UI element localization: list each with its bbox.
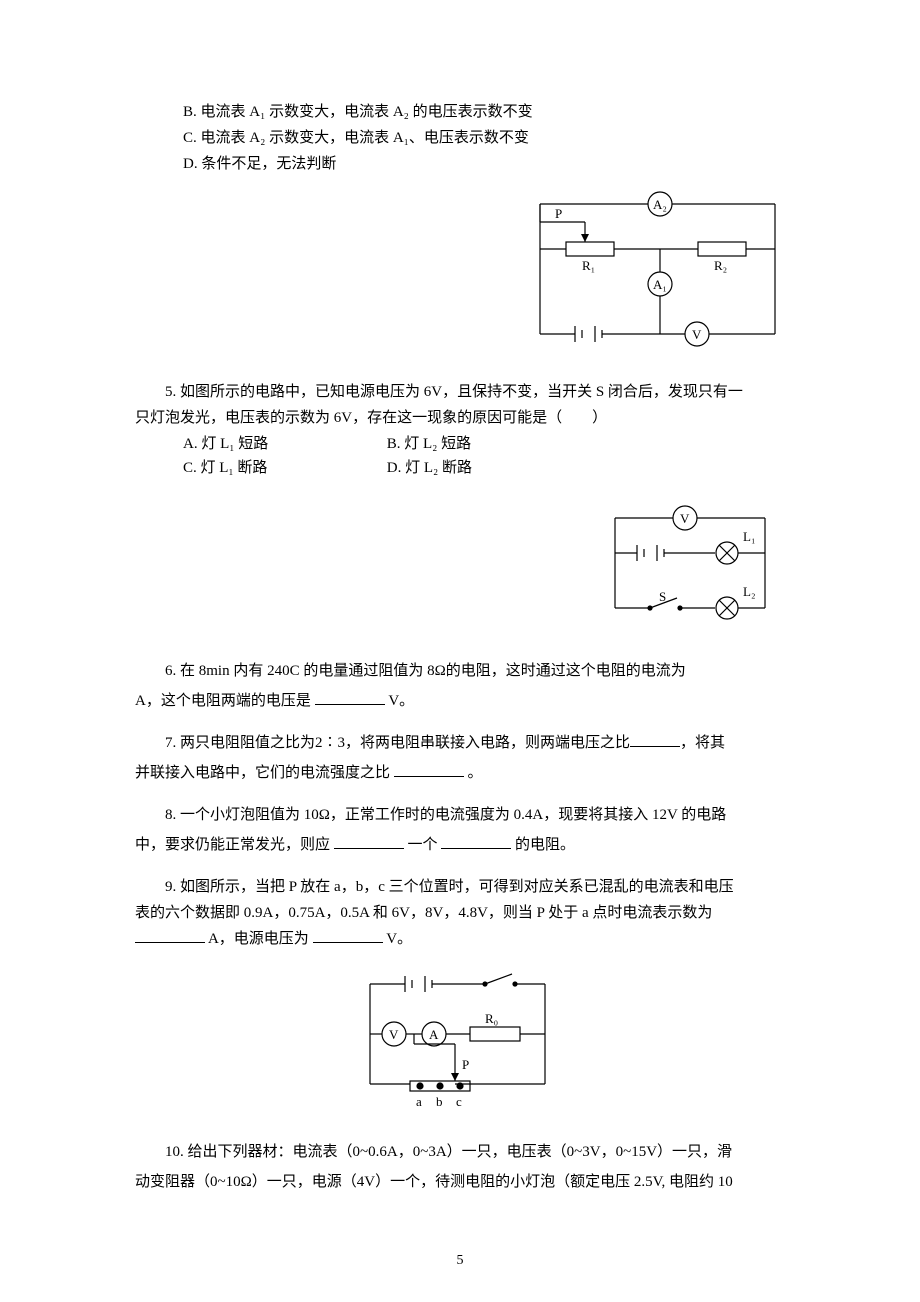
q9-label-c-pos: c: [456, 1094, 462, 1109]
q9-blank2: [313, 927, 383, 943]
q7-blank1: [630, 731, 680, 747]
page-number: 5: [0, 1250, 920, 1272]
q10-line2: 动变阻器（0~10Ω）一只，电源（4V）一个，待测电阻的小灯泡（额定电压 2.5…: [135, 1170, 785, 1194]
q9-label-v: V: [389, 1027, 399, 1042]
q7-ratio: 2∶3: [315, 735, 345, 751]
q5-option-c: C. 灯 L₁ 断路: [183, 456, 383, 480]
q6-line1: 6. 在 8min 内有 240C 的电量通过阻值为 8Ω的电阻，这时通过这个电…: [135, 659, 785, 683]
q5-label-v: V: [680, 511, 690, 526]
q9-line3b: V。: [386, 931, 412, 947]
q7-line2b: 。: [468, 765, 483, 781]
q9-circuit-figure: V A R₀ P a b c: [135, 959, 785, 1122]
q4-option-d: D. 条件不足，无法判断: [183, 152, 785, 176]
q4-label-a1: A₁: [653, 277, 667, 292]
q5-option-a: A. 灯 L₁ 短路: [183, 432, 383, 456]
q9-line2: 表的六个数据即 0.9A，0.75A，0.5A 和 6V，8V，4.8V，则当 …: [135, 901, 785, 925]
q8-line2b: 一个: [408, 837, 438, 853]
q4-circuit-figure: P R₁ R₂ A₁ A₂ V: [135, 184, 785, 362]
q5-label-s: S: [659, 589, 666, 604]
q4-label-a2: A₂: [653, 197, 667, 212]
q9-line1: 9. 如图所示，当把 P 放在 a，b，c 三个位置时，可得到对应关系已混乱的电…: [135, 875, 785, 899]
q5-option-d: D. 灯 L₂ 断路: [387, 456, 587, 480]
q9-label-a: A: [429, 1027, 439, 1042]
q7-blank2: [394, 761, 464, 777]
q10-line1: 10. 给出下列器材：电流表（0~0.6A，0~3A）一只，电压表（0~3V，0…: [135, 1140, 785, 1164]
q6-line2b: V。: [388, 693, 414, 709]
q4-label-p: P: [555, 206, 562, 221]
q4-option-b: B. 电流表 A₁ 示数变大，电流表 A₂ 的电压表示数不变: [183, 100, 785, 124]
q8-line2c: 的电阻。: [515, 837, 575, 853]
q8-blank2: [441, 833, 511, 849]
q6-line2a: A，这个电阻两端的电压是: [135, 693, 311, 709]
q5-option-b: B. 灯 L₂ 短路: [387, 432, 587, 456]
q5-label-l2: L₂: [743, 584, 755, 599]
q7-line1a: 7. 两只电阻阻值之比为: [165, 735, 315, 751]
q7-line1b: ，将两电阻串联接入电路，则两端电压之比: [345, 735, 630, 751]
q9-label-r0: R₀: [485, 1011, 498, 1026]
q4-option-c: C. 电流表 A₂ 示数变大，电流表 A₁、电压表示数不变: [183, 126, 785, 150]
q9-label-p: P: [462, 1057, 469, 1072]
q5-stem-line1: 5. 如图所示的电路中，已知电源电压为 6V，且保持不变，当开关 S 闭合后，发…: [135, 380, 785, 404]
q6-blank: [315, 689, 385, 705]
q8-line2a: 中，要求仍能正常发光，则应: [135, 837, 330, 853]
q8-blank1: [334, 833, 404, 849]
q5-stem-line2: 只灯泡发光，电压表的示数为 6V，存在这一现象的原因可能是（ ）: [135, 406, 785, 430]
q9-blank1: [135, 927, 205, 943]
q7-line1c: ，将其: [680, 735, 725, 751]
q9-line3a: A，电源电压为: [208, 931, 309, 947]
q5-circuit-figure: V L₁ L₂ S: [135, 488, 785, 641]
q8-line1: 8. 一个小灯泡阻值为 10Ω，正常工作时的电流强度为 0.4A，现要将其接入 …: [135, 803, 785, 827]
q5-label-l1: L₁: [743, 529, 755, 544]
q9-label-b-pos: b: [436, 1094, 443, 1109]
q9-label-a-pos: a: [416, 1094, 422, 1109]
q4-label-r2: R₂: [714, 258, 727, 273]
q4-label-v: V: [692, 327, 702, 342]
q4-label-r1: R₁: [582, 258, 595, 273]
q7-line2a: 并联接入电路中，它们的电流强度之比: [135, 765, 390, 781]
